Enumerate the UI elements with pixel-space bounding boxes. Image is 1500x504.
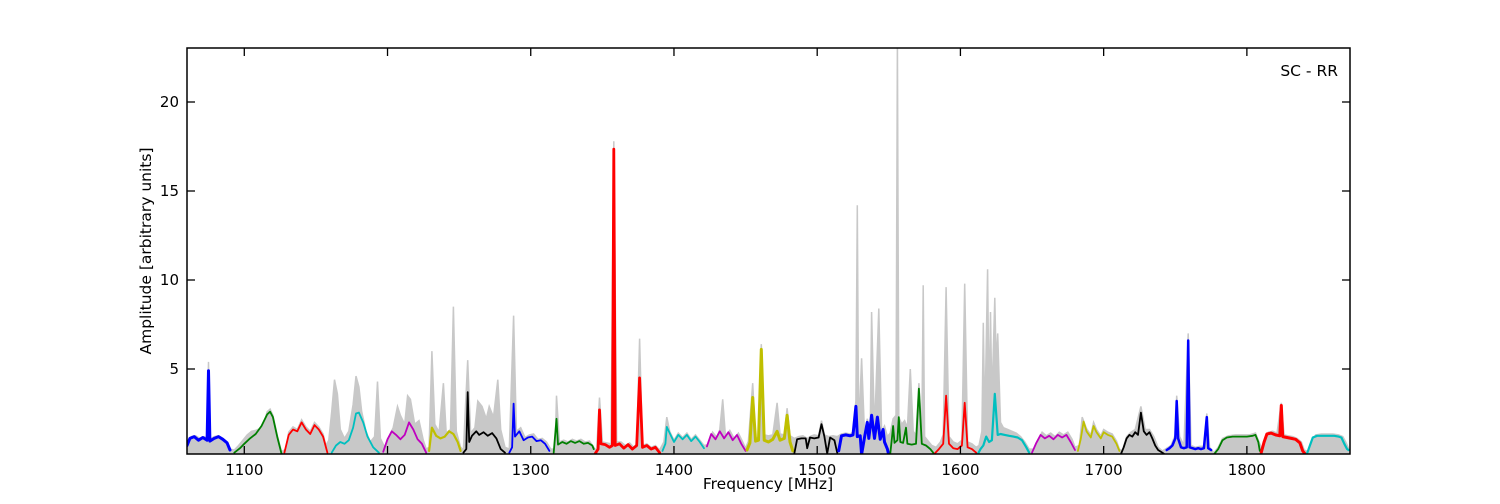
axes-frame: 1100 1200 1300 1400 1500 1600 1700 1800 5 10 15 20 xyxy=(160,47,1351,479)
subband-22-trace xyxy=(1165,339,1213,452)
x-tick-label: 1300 xyxy=(512,461,550,479)
x-tick-label: 1600 xyxy=(941,461,979,479)
plot-frame xyxy=(186,47,1351,455)
subband-08-trace xyxy=(508,402,551,454)
subband-21-trace xyxy=(1119,411,1165,454)
subband-19-trace xyxy=(1031,434,1076,454)
subband-07-trace xyxy=(462,391,506,454)
x-tick-label: 1700 xyxy=(1085,461,1123,479)
subband-13-trace xyxy=(745,347,795,453)
subband-09-trace xyxy=(552,417,595,454)
subband-16-trace xyxy=(889,387,935,454)
subband-01-trace xyxy=(187,369,232,452)
subband-17-trace xyxy=(933,394,978,454)
subband-02-trace xyxy=(233,410,283,454)
x-tick-label: 1400 xyxy=(655,461,693,479)
subband-23-trace xyxy=(1213,434,1261,454)
corner-label: SC - RR xyxy=(1280,62,1338,80)
subband-05-trace xyxy=(382,421,428,454)
subband-04-trace xyxy=(330,411,380,454)
subband-25-trace xyxy=(1305,434,1350,454)
subband-03-trace xyxy=(283,421,329,454)
subband-11-trace xyxy=(661,426,705,452)
y-tick-label: 20 xyxy=(160,93,179,111)
x-tick-label: 1500 xyxy=(798,461,836,479)
subband-24-trace xyxy=(1259,404,1308,454)
subband-18-trace xyxy=(976,392,1031,454)
x-tick-label: 1800 xyxy=(1228,461,1266,479)
y-tick-label: 5 xyxy=(169,360,179,378)
y-tick-label: 10 xyxy=(160,271,179,289)
x-tick-label: 1200 xyxy=(368,461,406,479)
subband-12-trace xyxy=(706,430,747,452)
plot-area xyxy=(187,48,1350,454)
subband-10-trace xyxy=(593,147,661,454)
x-axis-label: Frequency [MHz] xyxy=(703,475,833,493)
subband-20-trace xyxy=(1077,420,1121,452)
x-tick-label: 1100 xyxy=(225,461,263,479)
subband-14-trace xyxy=(793,423,839,454)
y-tick-label: 15 xyxy=(160,182,179,200)
subband-06-trace xyxy=(428,426,462,452)
y-axis-label: Amplitude [arbitrary units] xyxy=(137,148,155,355)
traces xyxy=(187,48,1350,454)
background-trace xyxy=(187,48,1350,454)
subband-15-trace xyxy=(837,404,891,454)
